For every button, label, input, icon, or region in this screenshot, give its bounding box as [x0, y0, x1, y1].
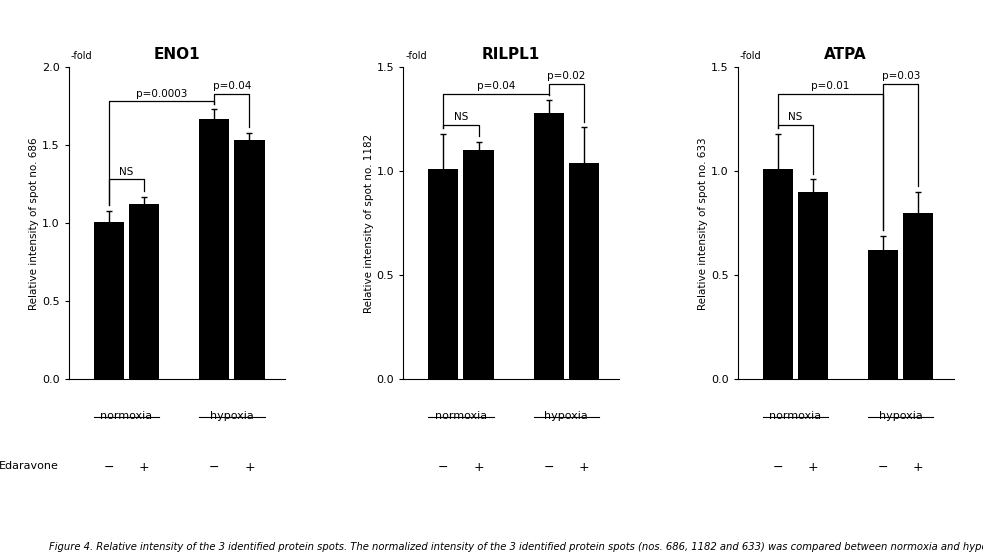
- Text: NS: NS: [454, 113, 468, 122]
- Text: +: +: [139, 461, 149, 474]
- Bar: [569, 163, 599, 379]
- Bar: [200, 118, 229, 379]
- Text: -fold: -fold: [71, 51, 92, 61]
- Text: −: −: [438, 461, 448, 474]
- Bar: [798, 192, 828, 379]
- Bar: [94, 222, 124, 379]
- Text: normoxia: normoxia: [434, 411, 487, 421]
- Text: hypoxia: hypoxia: [210, 411, 254, 421]
- Text: −: −: [878, 461, 889, 474]
- Text: Edaravone: Edaravone: [0, 461, 59, 471]
- Bar: [534, 113, 564, 379]
- Y-axis label: Relative intensity of spot no. 1182: Relative intensity of spot no. 1182: [364, 133, 374, 313]
- Text: −: −: [209, 461, 219, 474]
- Text: p=0.02: p=0.02: [548, 71, 586, 81]
- Text: normoxia: normoxia: [100, 411, 152, 421]
- Text: −: −: [773, 461, 783, 474]
- Text: normoxia: normoxia: [770, 411, 822, 421]
- Text: +: +: [244, 461, 255, 474]
- Title: ENO1: ENO1: [153, 47, 200, 61]
- Text: p=0.0003: p=0.0003: [136, 89, 188, 99]
- Text: Figure 4. Relative intensity of the 3 identified protein spots. The normalized i: Figure 4. Relative intensity of the 3 id…: [49, 542, 983, 552]
- Text: +: +: [473, 461, 484, 474]
- Y-axis label: Relative intensity of spot no. 686: Relative intensity of spot no. 686: [29, 137, 39, 310]
- Text: +: +: [913, 461, 924, 474]
- Title: ATPA: ATPA: [825, 47, 867, 61]
- Bar: [763, 169, 793, 379]
- Text: hypoxia: hypoxia: [545, 411, 588, 421]
- Text: p=0.01: p=0.01: [811, 81, 849, 91]
- Y-axis label: Relative intensity of spot no. 633: Relative intensity of spot no. 633: [698, 137, 709, 310]
- Text: NS: NS: [119, 167, 134, 177]
- Text: hypoxia: hypoxia: [879, 411, 923, 421]
- Text: −: −: [103, 461, 114, 474]
- Text: -fold: -fold: [405, 51, 427, 61]
- Bar: [903, 213, 934, 379]
- Text: p=0.04: p=0.04: [477, 81, 515, 91]
- Text: NS: NS: [788, 113, 803, 122]
- Text: p=0.03: p=0.03: [882, 71, 920, 81]
- Bar: [129, 204, 159, 379]
- Bar: [429, 169, 458, 379]
- Bar: [234, 141, 264, 379]
- Text: +: +: [808, 461, 818, 474]
- Text: +: +: [579, 461, 589, 474]
- Text: -fold: -fold: [740, 51, 762, 61]
- Bar: [464, 150, 493, 379]
- Text: p=0.04: p=0.04: [212, 81, 251, 91]
- Title: RILPL1: RILPL1: [482, 47, 541, 61]
- Bar: [868, 251, 898, 379]
- Text: −: −: [544, 461, 554, 474]
